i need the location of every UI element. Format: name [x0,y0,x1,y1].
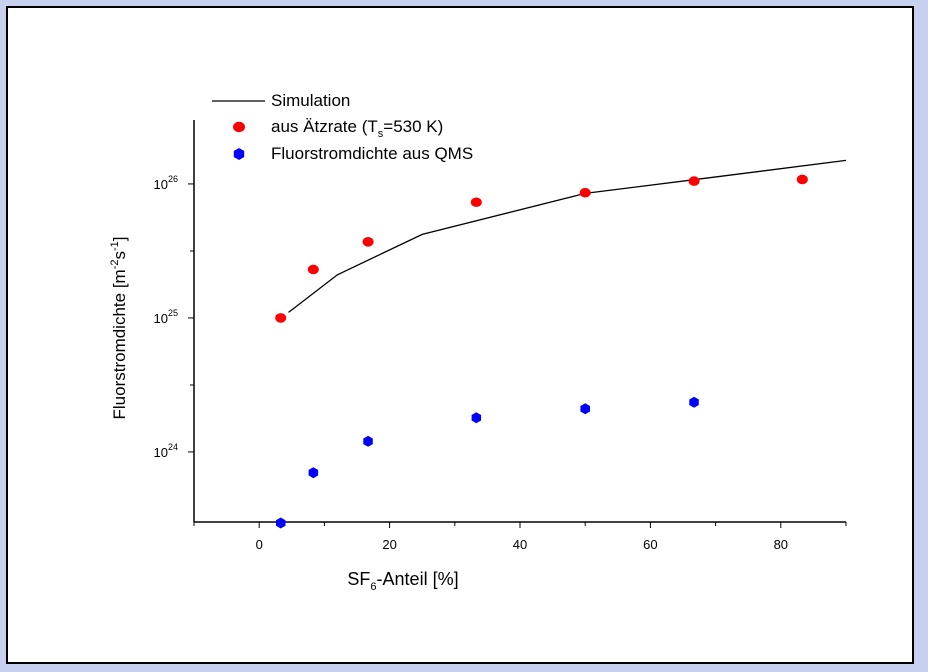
x-tick-label: 60 [643,537,657,552]
simulation-line [288,159,847,313]
qms-point [276,517,286,529]
axes: 0 20 40 60 80 1024 1025 1026 [154,120,847,552]
legend-label: Fluorstromdichte aus QMS [271,144,473,163]
y-tick-label: 1025 [154,308,178,326]
qms-point [689,396,699,408]
x-axis-label: SF6-Anteil [%] [347,569,458,593]
y-axis-label: Fluorstromdichte [m-2s-1] [109,237,129,420]
qms-point [308,467,319,479]
etzrate-point [796,174,808,185]
etzrate-point [362,236,374,247]
legend-marker-qms [233,148,245,160]
x-tick-label: 40 [513,537,527,552]
qms-point [580,403,590,415]
qms-point [363,435,373,447]
y-tick-label: 1024 [154,442,178,460]
qms-point [471,412,482,424]
etzrate-point [275,313,287,323]
x-tick-label: 20 [382,537,396,552]
chart-frame: 0 20 40 60 80 1024 1025 1026 Simulation aus Ätzr… [6,6,914,664]
y-tick-label: 1026 [154,174,178,192]
legend-label: aus Ätzrate (Ts=530 K) [271,117,443,140]
chart-marks [275,159,847,529]
legend-marker-etzrate [233,121,245,133]
etzrate-point [307,264,319,275]
x-tick-label: 80 [774,537,788,552]
legend: Simulation aus Ätzrate (Ts=530 K) Fluorstr… [212,91,473,163]
etzrate-point [579,187,591,198]
chart: 0 20 40 60 80 1024 1025 1026 Simulation aus Ätzr… [109,91,847,593]
etzrate-point [470,197,482,208]
legend-label: Simulation [271,91,350,110]
x-tick-label: 0 [256,537,263,552]
etzrate-point [688,176,700,186]
